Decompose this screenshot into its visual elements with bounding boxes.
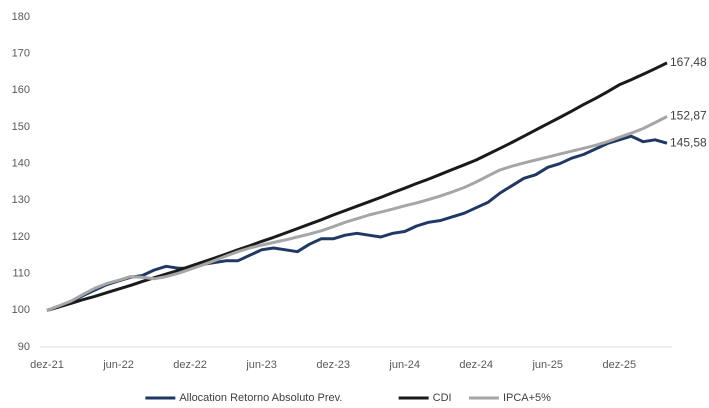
y-tick-label: 120 [12, 231, 30, 243]
y-tick-label: 110 [12, 268, 30, 280]
end-label: 145,58 [670, 135, 707, 149]
legend-label: Allocation Retorno Absoluto Prev. [179, 392, 342, 403]
x-tick-label: dez-25 [602, 359, 636, 371]
y-tick-label: 180 [12, 11, 30, 23]
x-tick-label: jun-24 [388, 359, 420, 371]
x-tick-label: jun-23 [245, 359, 277, 371]
y-tick-label: 100 [12, 304, 30, 316]
x-tick-label: jun-25 [531, 359, 563, 371]
y-tick-label: 90 [18, 341, 30, 353]
x-tick-label: dez-23 [316, 359, 350, 371]
series-line [46, 115, 668, 312]
x-tick-label: dez-21 [30, 359, 64, 371]
y-tick-label: 150 [12, 121, 30, 133]
x-tick-label: dez-22 [173, 359, 207, 371]
end-label: 167,48 [670, 55, 707, 69]
y-tick-label: 160 [12, 84, 30, 96]
y-tick-label: 170 [12, 48, 30, 60]
series-line [46, 134, 668, 312]
y-tick-label: 140 [12, 158, 30, 170]
y-tick-label: 130 [12, 194, 30, 206]
end-label: 152,87 [670, 109, 707, 123]
legend-label: CDI [433, 392, 452, 403]
legend-label: IPCA+5% [503, 392, 551, 403]
x-tick-label: jun-22 [102, 359, 134, 371]
series-line [46, 61, 668, 312]
x-tick-label: dez-24 [459, 359, 493, 371]
